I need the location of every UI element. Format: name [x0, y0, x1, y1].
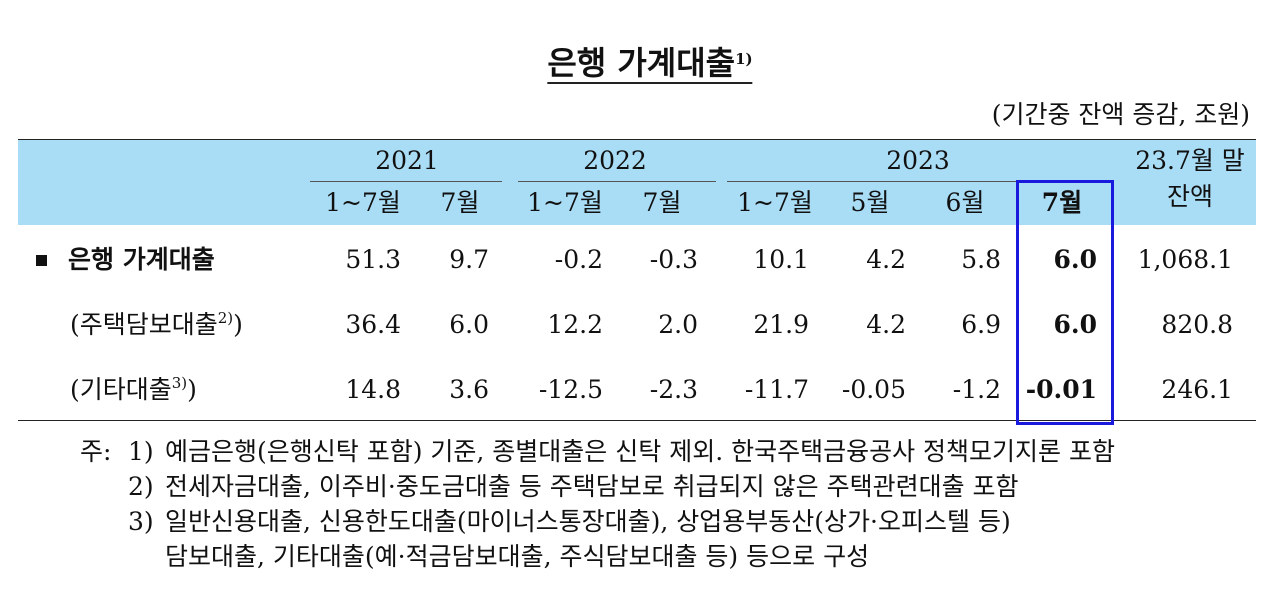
cell: -2.3	[649, 375, 698, 404]
note-line: 전세자금대출, 이주비·중도금대출 등 주택담보로 취급되지 않은 주택관련대출…	[165, 472, 1019, 501]
balance-header: 23.7월 말	[1135, 146, 1245, 175]
note-line: 일반신용대출, 신용한도대출(마이너스통장대출), 상업용부동산(상가·오피스텔…	[165, 507, 1011, 536]
cell: -0.01	[1025, 375, 1097, 404]
note-number: 3)	[128, 507, 154, 536]
year-rule	[518, 181, 716, 182]
cell: 2.0	[658, 310, 698, 339]
row-label: (기타대출3))	[70, 375, 197, 405]
cell: 1,068.1	[1137, 245, 1233, 274]
sub-header: 7월	[440, 188, 480, 217]
cell: 51.3	[345, 245, 401, 274]
bullet-icon	[36, 255, 47, 266]
cell: 10.1	[753, 245, 809, 274]
cell: -0.2	[554, 245, 603, 274]
unit: (기간중 잔액 증감, 조원)	[991, 100, 1250, 129]
cell: 6.0	[1053, 245, 1098, 274]
row-suffix: )	[187, 375, 197, 404]
cell: 6.0	[449, 310, 489, 339]
row-note: 2)	[217, 309, 234, 327]
cell: -1.2	[952, 375, 1001, 404]
cell: 246.1	[1161, 375, 1233, 404]
row-label: (주택담보대출2))	[70, 310, 243, 340]
sub-header: 1~7월	[325, 188, 401, 217]
cell: -0.3	[649, 245, 698, 274]
notes-prefix: 주:	[80, 437, 112, 466]
title-text: 은행 가계대출	[547, 44, 736, 82]
cell: 4.2	[866, 310, 906, 339]
title: 은행 가계대출1)	[547, 44, 753, 84]
cell: 4.2	[866, 245, 906, 274]
note-line: 담보대출, 기타대출(예·적금담보대출, 주식담보대출 등) 등으로 구성	[165, 542, 870, 571]
row-label-text: (주택담보대출	[70, 310, 218, 339]
title-note: 1)	[735, 50, 753, 68]
year-header: 2023	[886, 146, 950, 175]
sub-header: 1~7월	[737, 188, 813, 217]
cell: -12.5	[538, 375, 603, 404]
cell: 21.9	[753, 310, 809, 339]
row-label: 은행 가계대출	[68, 245, 215, 275]
sub-header: 6월	[945, 188, 985, 217]
balance-header: 잔액	[1166, 182, 1214, 211]
highlight-box	[1016, 180, 1114, 425]
sub-header: 7월	[642, 188, 682, 217]
bottom-rule	[18, 420, 1256, 421]
sub-header: 5월	[850, 188, 890, 217]
year-header: 2021	[375, 146, 439, 175]
year-rule	[727, 181, 1112, 182]
row-label-text: (기타대출	[70, 375, 172, 404]
cell: 5.8	[961, 245, 1001, 274]
top-rule	[18, 139, 1256, 140]
note-number: 2)	[128, 472, 154, 501]
year-header: 2022	[583, 146, 647, 175]
sub-header: 1~7월	[527, 188, 603, 217]
row-note: 3)	[171, 374, 188, 392]
note-line: 예금은행(은행신탁 포함) 기준, 종별대출은 신탁 제외. 한국주택금융공사 …	[165, 437, 1115, 466]
row-suffix: )	[233, 310, 243, 339]
cell: 6.0	[1053, 310, 1098, 339]
cell: 6.9	[961, 310, 1001, 339]
year-rule	[310, 181, 502, 182]
cell: -11.7	[744, 375, 809, 404]
cell: 12.2	[547, 310, 603, 339]
cell: 14.8	[345, 375, 401, 404]
cell: -0.05	[841, 375, 906, 404]
note-number: 1)	[128, 437, 154, 466]
cell: 36.4	[345, 310, 401, 339]
cell: 9.7	[449, 245, 489, 274]
row-label-text: 은행 가계대출	[68, 245, 215, 274]
cell: 3.6	[449, 375, 489, 404]
cell: 820.8	[1161, 310, 1233, 339]
sub-header: 7월	[1041, 188, 1083, 217]
